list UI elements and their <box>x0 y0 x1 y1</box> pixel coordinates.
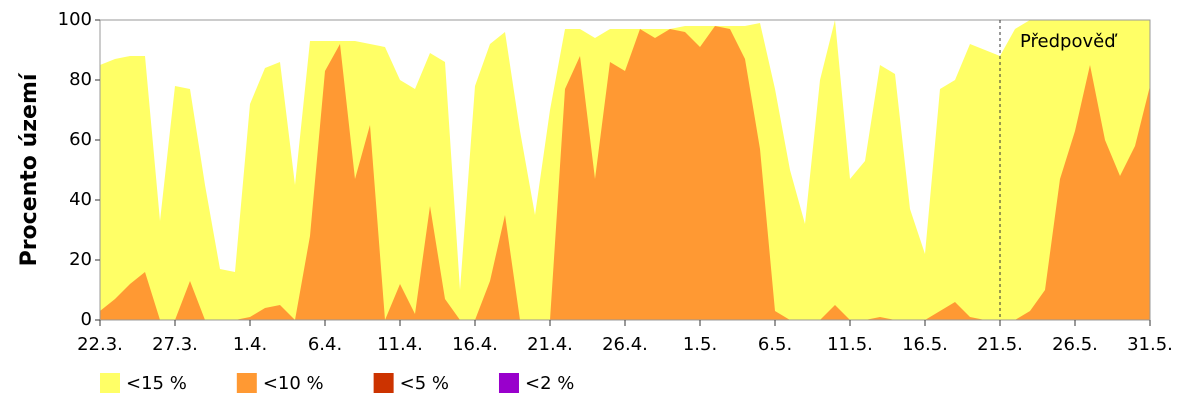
x-tick-label: 6.5. <box>758 334 792 355</box>
x-tick-label: 1.5. <box>683 334 717 355</box>
y-tick-label: 40 <box>69 189 92 210</box>
legend-label: <2 % <box>525 373 574 394</box>
x-tick-label: 1.4. <box>233 334 267 355</box>
x-tick-label: 26.4. <box>602 334 648 355</box>
x-tick-label: 21.4. <box>527 334 573 355</box>
annotation: Předpověď <box>1020 31 1118 52</box>
y-tick-label: 100 <box>58 9 92 30</box>
x-tick-label: 11.5. <box>827 334 873 355</box>
x-tick-label: 11.4. <box>377 334 423 355</box>
legend-label: <5 % <box>400 373 449 394</box>
y-tick-label: 80 <box>69 69 92 90</box>
x-tick-label: 16.4. <box>452 334 498 355</box>
x-tick-label: 22.3. <box>77 334 123 355</box>
x-tick-label: 16.5. <box>902 334 948 355</box>
y-tick-label: 0 <box>81 309 92 330</box>
y-axis-title: Procento území <box>17 72 42 266</box>
legend-label: <10 % <box>263 373 324 394</box>
x-tick-label: 6.4. <box>308 334 342 355</box>
legend-label: <15 % <box>126 373 187 394</box>
legend-swatch <box>236 373 257 393</box>
legend-swatch <box>100 373 120 393</box>
x-tick-label: 26.5. <box>1052 334 1098 355</box>
y-tick-label: 60 <box>69 129 92 150</box>
y-tick-label: 20 <box>69 249 92 270</box>
x-tick-label: 31.5. <box>1127 334 1173 355</box>
legend-swatch <box>373 373 394 393</box>
x-tick-label: 27.3. <box>152 334 198 355</box>
area <box>100 26 1150 320</box>
legend-swatch <box>498 373 519 393</box>
x-tick-label: 21.5. <box>977 334 1023 355</box>
